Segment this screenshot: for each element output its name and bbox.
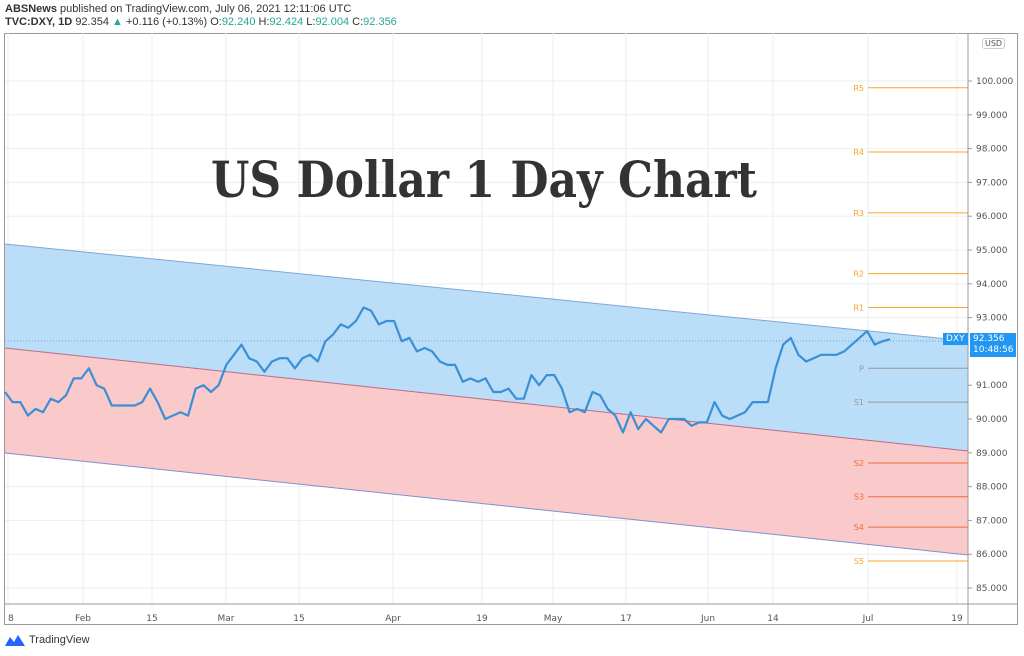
- upper-channel-fill: [5, 244, 968, 451]
- pivot-label-p: P: [859, 364, 864, 373]
- close-value: 92.356: [363, 16, 397, 28]
- low-label: L:: [306, 16, 316, 28]
- chart-frame[interactable]: [4, 33, 1018, 625]
- brand-name: TradingView: [29, 634, 90, 646]
- time-tick-label: 19: [951, 614, 963, 624]
- price-axis[interactable]: 100.000 99.000 98.000 97.000 96.000 95.000 94.…: [968, 77, 1013, 594]
- pivot-label-r4: R4: [853, 148, 864, 157]
- close-label: C:: [352, 16, 364, 28]
- footer-brand[interactable]: TradingView: [5, 634, 90, 646]
- price-tick-label: 89.000: [976, 449, 1008, 459]
- overlay-title: US Dollar 1 Day Chart: [211, 150, 757, 209]
- pivot-label-s1: S1: [854, 398, 864, 407]
- pivot-levels: R5 R4 R3 R2 R1 P S1 S2 S3 S4 S5: [853, 84, 968, 566]
- time-tick-label: Feb: [75, 614, 91, 624]
- up-arrow-icon: ▲: [112, 16, 123, 28]
- price-tick-label: 93.000: [976, 314, 1008, 324]
- pivot-label-r5: R5: [853, 84, 864, 93]
- last-price: 92.354: [75, 16, 109, 28]
- time-tick-label: 17: [620, 614, 631, 624]
- time-tick-label: Apr: [385, 614, 401, 624]
- last-price-value: 92.356: [973, 334, 1005, 344]
- price-tick-label: 90.000: [976, 415, 1008, 425]
- high-value: 92.424: [269, 16, 304, 28]
- price-change: +0.116 (+0.13%): [125, 16, 208, 28]
- tradingview-logo-icon: [5, 635, 25, 646]
- symbol-name[interactable]: TVC:DXY, 1D: [5, 16, 73, 28]
- pivot-label-s4: S4: [854, 523, 864, 532]
- low-value: 92.004: [315, 16, 350, 28]
- pivot-label-r3: R3: [853, 209, 864, 218]
- price-tick-label: 87.000: [976, 516, 1008, 526]
- pivot-label-s5: S5: [854, 557, 864, 566]
- time-tick-label: Jul: [862, 614, 874, 624]
- pivot-label-r2: R2: [853, 270, 864, 279]
- publisher-name: ABSNews: [5, 3, 57, 15]
- time-tick-label: 19: [476, 614, 488, 624]
- currency-label[interactable]: USD: [982, 38, 1006, 49]
- time-tick-label: 15: [293, 614, 304, 624]
- published-text: published on TradingView.com, July 06, 2…: [60, 3, 352, 15]
- symbol-legend: TVC:DXY, 1D 92.354 ▲ +0.116 (+0.13%) O:9…: [5, 16, 397, 28]
- price-tick-label: 100.000: [976, 77, 1013, 87]
- price-tick-label: 86.000: [976, 550, 1008, 560]
- price-tick-label: 88.000: [976, 483, 1008, 493]
- pivot-label-r1: R1: [853, 303, 864, 312]
- channel-middle-line[interactable]: [4, 347, 969, 452]
- price-tick-label: 98.000: [976, 145, 1008, 155]
- time-axis[interactable]: 8 Feb 15 Mar 15 Apr 19 May 17 Jun 14 Jul 19: [8, 614, 963, 624]
- price-tick-label: 99.000: [976, 111, 1008, 121]
- open-value: 92.240: [221, 16, 256, 28]
- time-tick-label: 14: [767, 614, 779, 624]
- time-tick-label: Mar: [218, 614, 235, 624]
- price-tick-label: 96.000: [976, 212, 1008, 222]
- bar-countdown: 10:48:56: [973, 345, 1014, 355]
- symbol-tag: DXY: [943, 333, 968, 345]
- price-line[interactable]: [4, 306, 891, 434]
- price-tick-label: 91.000: [976, 381, 1008, 391]
- lower-channel-fill: [5, 348, 968, 555]
- pivot-label-s2: S2: [854, 459, 864, 468]
- channel-lower-line[interactable]: [4, 452, 969, 556]
- high-label: H:: [258, 16, 270, 28]
- pivot-label-s3: S3: [854, 493, 864, 502]
- channel-upper-line[interactable]: [4, 243, 969, 342]
- last-price-tag: 92.356 10:48:56: [970, 333, 1017, 357]
- time-tick-label: 8: [8, 614, 14, 624]
- time-tick-label: 15: [146, 614, 157, 624]
- price-tick-label: 85.000: [976, 584, 1008, 594]
- price-tick-label: 97.000: [976, 178, 1008, 188]
- publish-info: ABSNews published on TradingView.com, Ju…: [5, 3, 351, 15]
- price-tick-label: 94.000: [976, 280, 1008, 290]
- open-label: O:: [210, 16, 222, 28]
- time-tick-label: Jun: [700, 614, 715, 624]
- time-tick-label: May: [544, 614, 563, 624]
- price-tick-label: 95.000: [976, 246, 1008, 256]
